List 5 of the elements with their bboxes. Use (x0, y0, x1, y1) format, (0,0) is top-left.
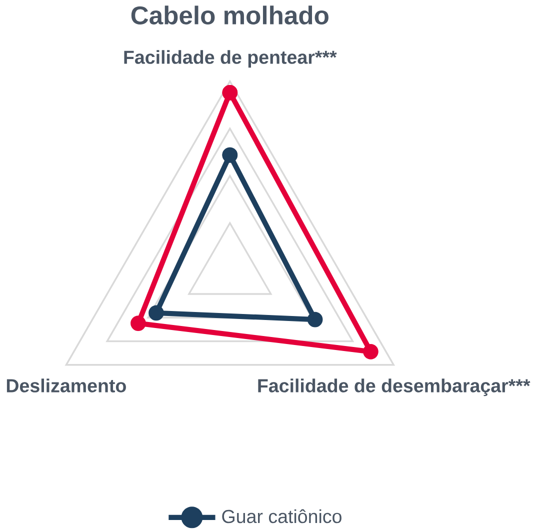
chart-title: Cabelo molhado (131, 6, 328, 24)
spoke-label: Facilidade de desembaraçar*** (258, 378, 530, 396)
spoke-label: Deslizamento (6, 378, 126, 392)
legend-label: Guar catiônico (222, 509, 342, 523)
spoke-label: Facilidade de pentear*** (124, 50, 337, 68)
